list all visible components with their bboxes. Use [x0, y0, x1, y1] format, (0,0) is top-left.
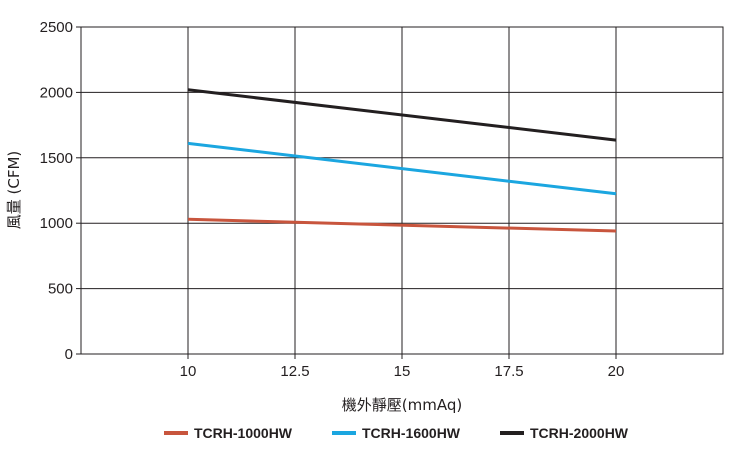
x-tick-label: 17.5 [494, 363, 523, 380]
x-axis-ticks: 10 12.5 15 17.5 20 [180, 354, 625, 380]
x-tick-label: 10 [180, 363, 197, 380]
grid [81, 27, 723, 354]
y-tick-label: 500 [48, 281, 73, 298]
series-lines [187, 88, 617, 233]
legend: TCRH-1000HW TCRH-1600HW TCRH-2000HW [164, 425, 629, 441]
y-axis-title: 風量 (CFM) [5, 151, 23, 230]
series-line-tcrh-1000hw [187, 217, 617, 233]
x-axis-title: 機外靜壓(mmAq) [342, 396, 462, 414]
y-tick-label: 2000 [40, 84, 73, 101]
y-axis-ticks: 0 500 1000 1500 2000 2500 [40, 19, 81, 363]
x-tick-label: 12.5 [280, 363, 309, 380]
series-line-tcrh-1600hw [187, 141, 617, 196]
series-line-tcrh-2000hw [187, 88, 617, 142]
x-tick-label: 15 [394, 363, 411, 380]
y-tick-label: 0 [65, 346, 73, 363]
x-tick-label: 20 [608, 363, 625, 380]
y-tick-label: 2500 [40, 19, 73, 36]
legend-label: TCRH-1600HW [362, 425, 461, 441]
y-tick-label: 1000 [40, 215, 73, 232]
legend-label: TCRH-2000HW [530, 425, 629, 441]
y-tick-label: 1500 [40, 150, 73, 167]
legend-label: TCRH-1000HW [194, 425, 293, 441]
